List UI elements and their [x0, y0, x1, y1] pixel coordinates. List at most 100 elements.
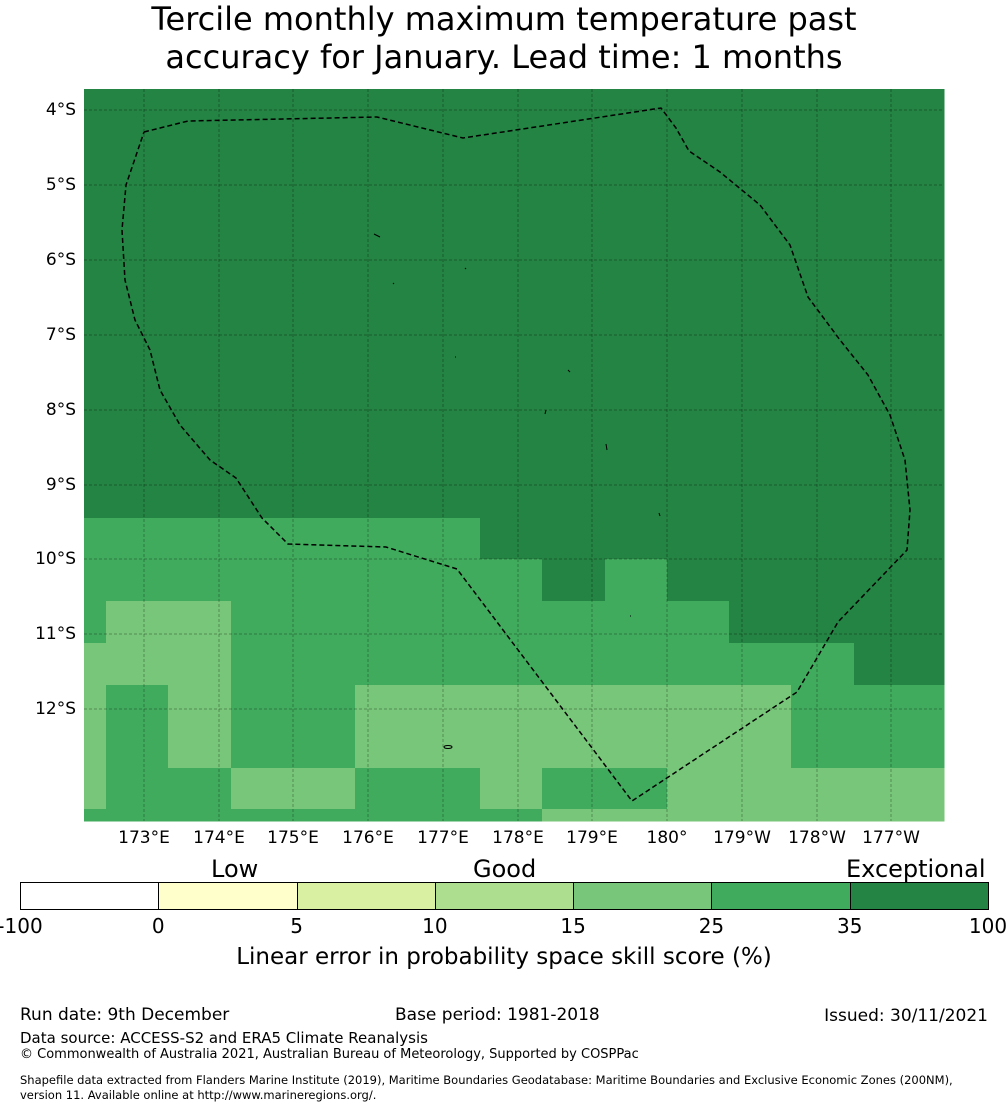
colorbar-segment — [296, 882, 436, 910]
skill-cell — [667, 685, 730, 727]
skill-cell — [729, 518, 792, 560]
skill-cell — [480, 601, 543, 644]
skill-cell — [480, 559, 543, 602]
skill-cell — [667, 601, 730, 644]
longitude-label: 173°E — [118, 828, 170, 848]
skill-cell — [667, 518, 730, 560]
longitude-label: 177°E — [417, 828, 469, 848]
colorbar-segment — [158, 882, 298, 910]
skill-cell — [168, 601, 232, 644]
skill-cell — [916, 559, 945, 602]
skill-cell — [231, 89, 294, 519]
colorbar-tick-label: 100 — [968, 914, 1008, 938]
map-title-line-2: accuracy for January. Lead time: 1 month… — [165, 38, 843, 76]
skill-cell — [480, 809, 543, 822]
map-title-line-1: Tercile monthly maximum temperature past — [151, 0, 857, 38]
longitude-label: 179°E — [566, 828, 618, 848]
skill-cell — [168, 518, 232, 560]
skill-cell — [106, 518, 169, 560]
skill-cell — [418, 643, 481, 686]
skill-cell — [293, 601, 356, 644]
longitude-label: 178°W — [788, 828, 846, 848]
skill-cell — [168, 643, 232, 686]
skill-cell — [542, 809, 606, 822]
skill-cell — [355, 89, 419, 519]
skill-cell — [293, 518, 356, 560]
skill-map — [84, 89, 945, 822]
skill-cell — [355, 559, 419, 602]
colorbar-segment — [849, 882, 989, 910]
skill-cell — [355, 685, 419, 727]
skill-cell — [293, 89, 356, 519]
skill-cell — [729, 726, 792, 769]
skill-cell — [84, 559, 107, 602]
latitude-label: 8°S — [45, 400, 76, 420]
skill-cell — [418, 726, 481, 769]
skill-cells — [84, 89, 945, 822]
longitude-label: 175°E — [267, 828, 319, 848]
skill-cell — [605, 809, 668, 822]
skill-cell — [916, 89, 945, 519]
skill-cell — [84, 643, 107, 686]
colorbar-segment — [573, 882, 713, 910]
skill-cell — [605, 685, 668, 727]
base-period: Base period: 1981-2018 — [395, 1005, 600, 1025]
latitude-label: 6°S — [45, 250, 76, 270]
skill-cell — [418, 809, 481, 822]
skill-cell — [542, 726, 606, 769]
skill-cell — [106, 601, 169, 644]
skill-cell — [791, 643, 855, 686]
skill-cell — [480, 518, 543, 560]
shapefile-credit-line-2: version 11. Available online at http://w… — [20, 1088, 377, 1102]
skill-cell — [418, 518, 481, 560]
skill-cell — [84, 685, 107, 727]
skill-cell — [916, 643, 945, 686]
skill-cell — [729, 643, 792, 686]
skill-cell — [791, 726, 855, 769]
skill-cell — [106, 809, 169, 822]
skill-cell — [791, 768, 855, 810]
copyright: © Commonwealth of Australia 2021, Austra… — [20, 1047, 639, 1062]
legend-category-good: Good — [473, 855, 537, 883]
skill-cell — [231, 768, 294, 810]
skill-cell — [854, 643, 917, 686]
skill-cell — [916, 768, 945, 810]
latitude-label: 9°S — [45, 475, 76, 495]
skill-cell — [106, 89, 169, 519]
skill-cell — [231, 726, 294, 769]
skill-cell — [106, 685, 169, 727]
issued-date: Issued: 30/11/2021 — [824, 1006, 988, 1026]
colorbar-title: Linear error in probability space skill … — [236, 944, 772, 970]
skill-cell — [231, 601, 294, 644]
skill-cell — [293, 559, 356, 602]
latitude-label: 12°S — [35, 699, 76, 719]
skill-cell — [168, 768, 232, 810]
skill-cell — [84, 518, 107, 560]
islands — [373, 233, 661, 749]
skill-cell — [854, 768, 917, 810]
skill-cell — [84, 726, 107, 769]
colorbar-tick-label: 0 — [151, 914, 165, 938]
skill-cell — [418, 89, 481, 519]
skill-cell — [168, 89, 232, 519]
shapefile-credit-line-1: Shapefile data extracted from Flanders M… — [20, 1073, 953, 1087]
skill-cell — [542, 601, 606, 644]
skill-cell — [916, 685, 945, 727]
colorbar-tick-label: 35 — [836, 914, 863, 938]
skill-cell — [605, 768, 668, 810]
longitude-label: 178°E — [492, 828, 544, 848]
skill-cell — [729, 601, 792, 644]
skill-cell — [355, 601, 419, 644]
skill-cell — [916, 518, 945, 560]
skill-cell — [854, 809, 917, 822]
skill-cell — [729, 685, 792, 727]
skill-cell — [542, 768, 606, 810]
skill-cell — [605, 726, 668, 769]
skill-cell — [854, 518, 917, 560]
skill-cell — [168, 809, 232, 822]
skill-cell — [791, 601, 855, 644]
skill-cell — [293, 726, 356, 769]
skill-cell — [480, 768, 543, 810]
skill-cell — [729, 809, 792, 822]
